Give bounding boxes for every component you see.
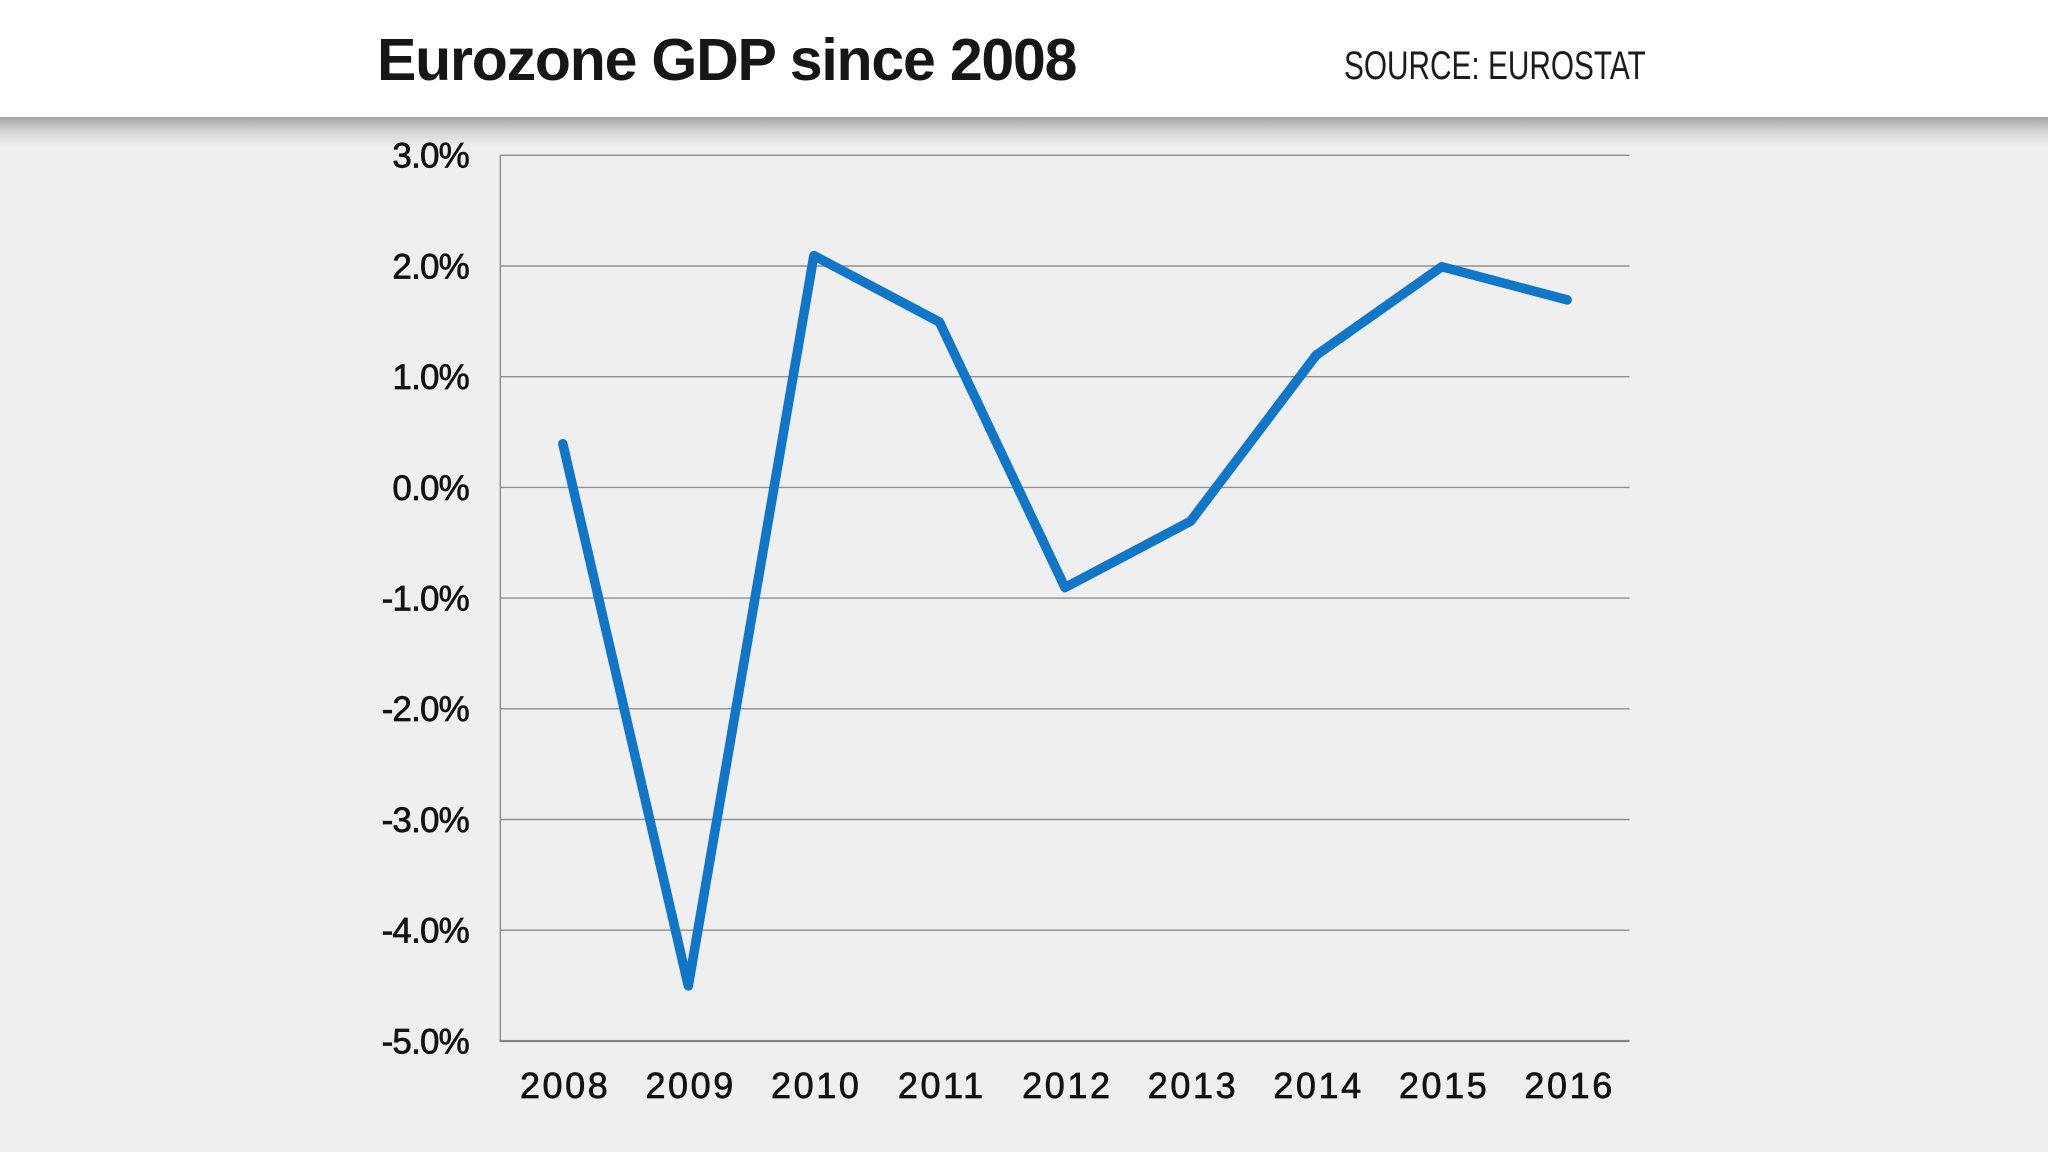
svg-text:-1.0%: -1.0%	[382, 580, 469, 619]
svg-text:-5.0%: -5.0%	[382, 1022, 469, 1061]
svg-text:2013: 2013	[1148, 1065, 1239, 1106]
svg-text:2015: 2015	[1399, 1065, 1490, 1106]
svg-text:-4.0%: -4.0%	[382, 912, 469, 951]
svg-text:2012: 2012	[1022, 1065, 1113, 1106]
svg-text:2008: 2008	[520, 1065, 611, 1106]
svg-text:2010: 2010	[771, 1065, 862, 1106]
svg-text:2016: 2016	[1524, 1065, 1615, 1106]
svg-text:2.0%: 2.0%	[392, 247, 469, 286]
svg-text:2009: 2009	[645, 1065, 736, 1106]
svg-text:3.0%: 3.0%	[392, 137, 469, 176]
svg-text:2011: 2011	[898, 1065, 986, 1106]
svg-text:2014: 2014	[1273, 1065, 1364, 1106]
svg-text:-2.0%: -2.0%	[382, 690, 469, 729]
svg-text:0.0%: 0.0%	[392, 469, 469, 508]
svg-text:-3.0%: -3.0%	[382, 801, 469, 840]
svg-text:1.0%: 1.0%	[392, 358, 469, 397]
